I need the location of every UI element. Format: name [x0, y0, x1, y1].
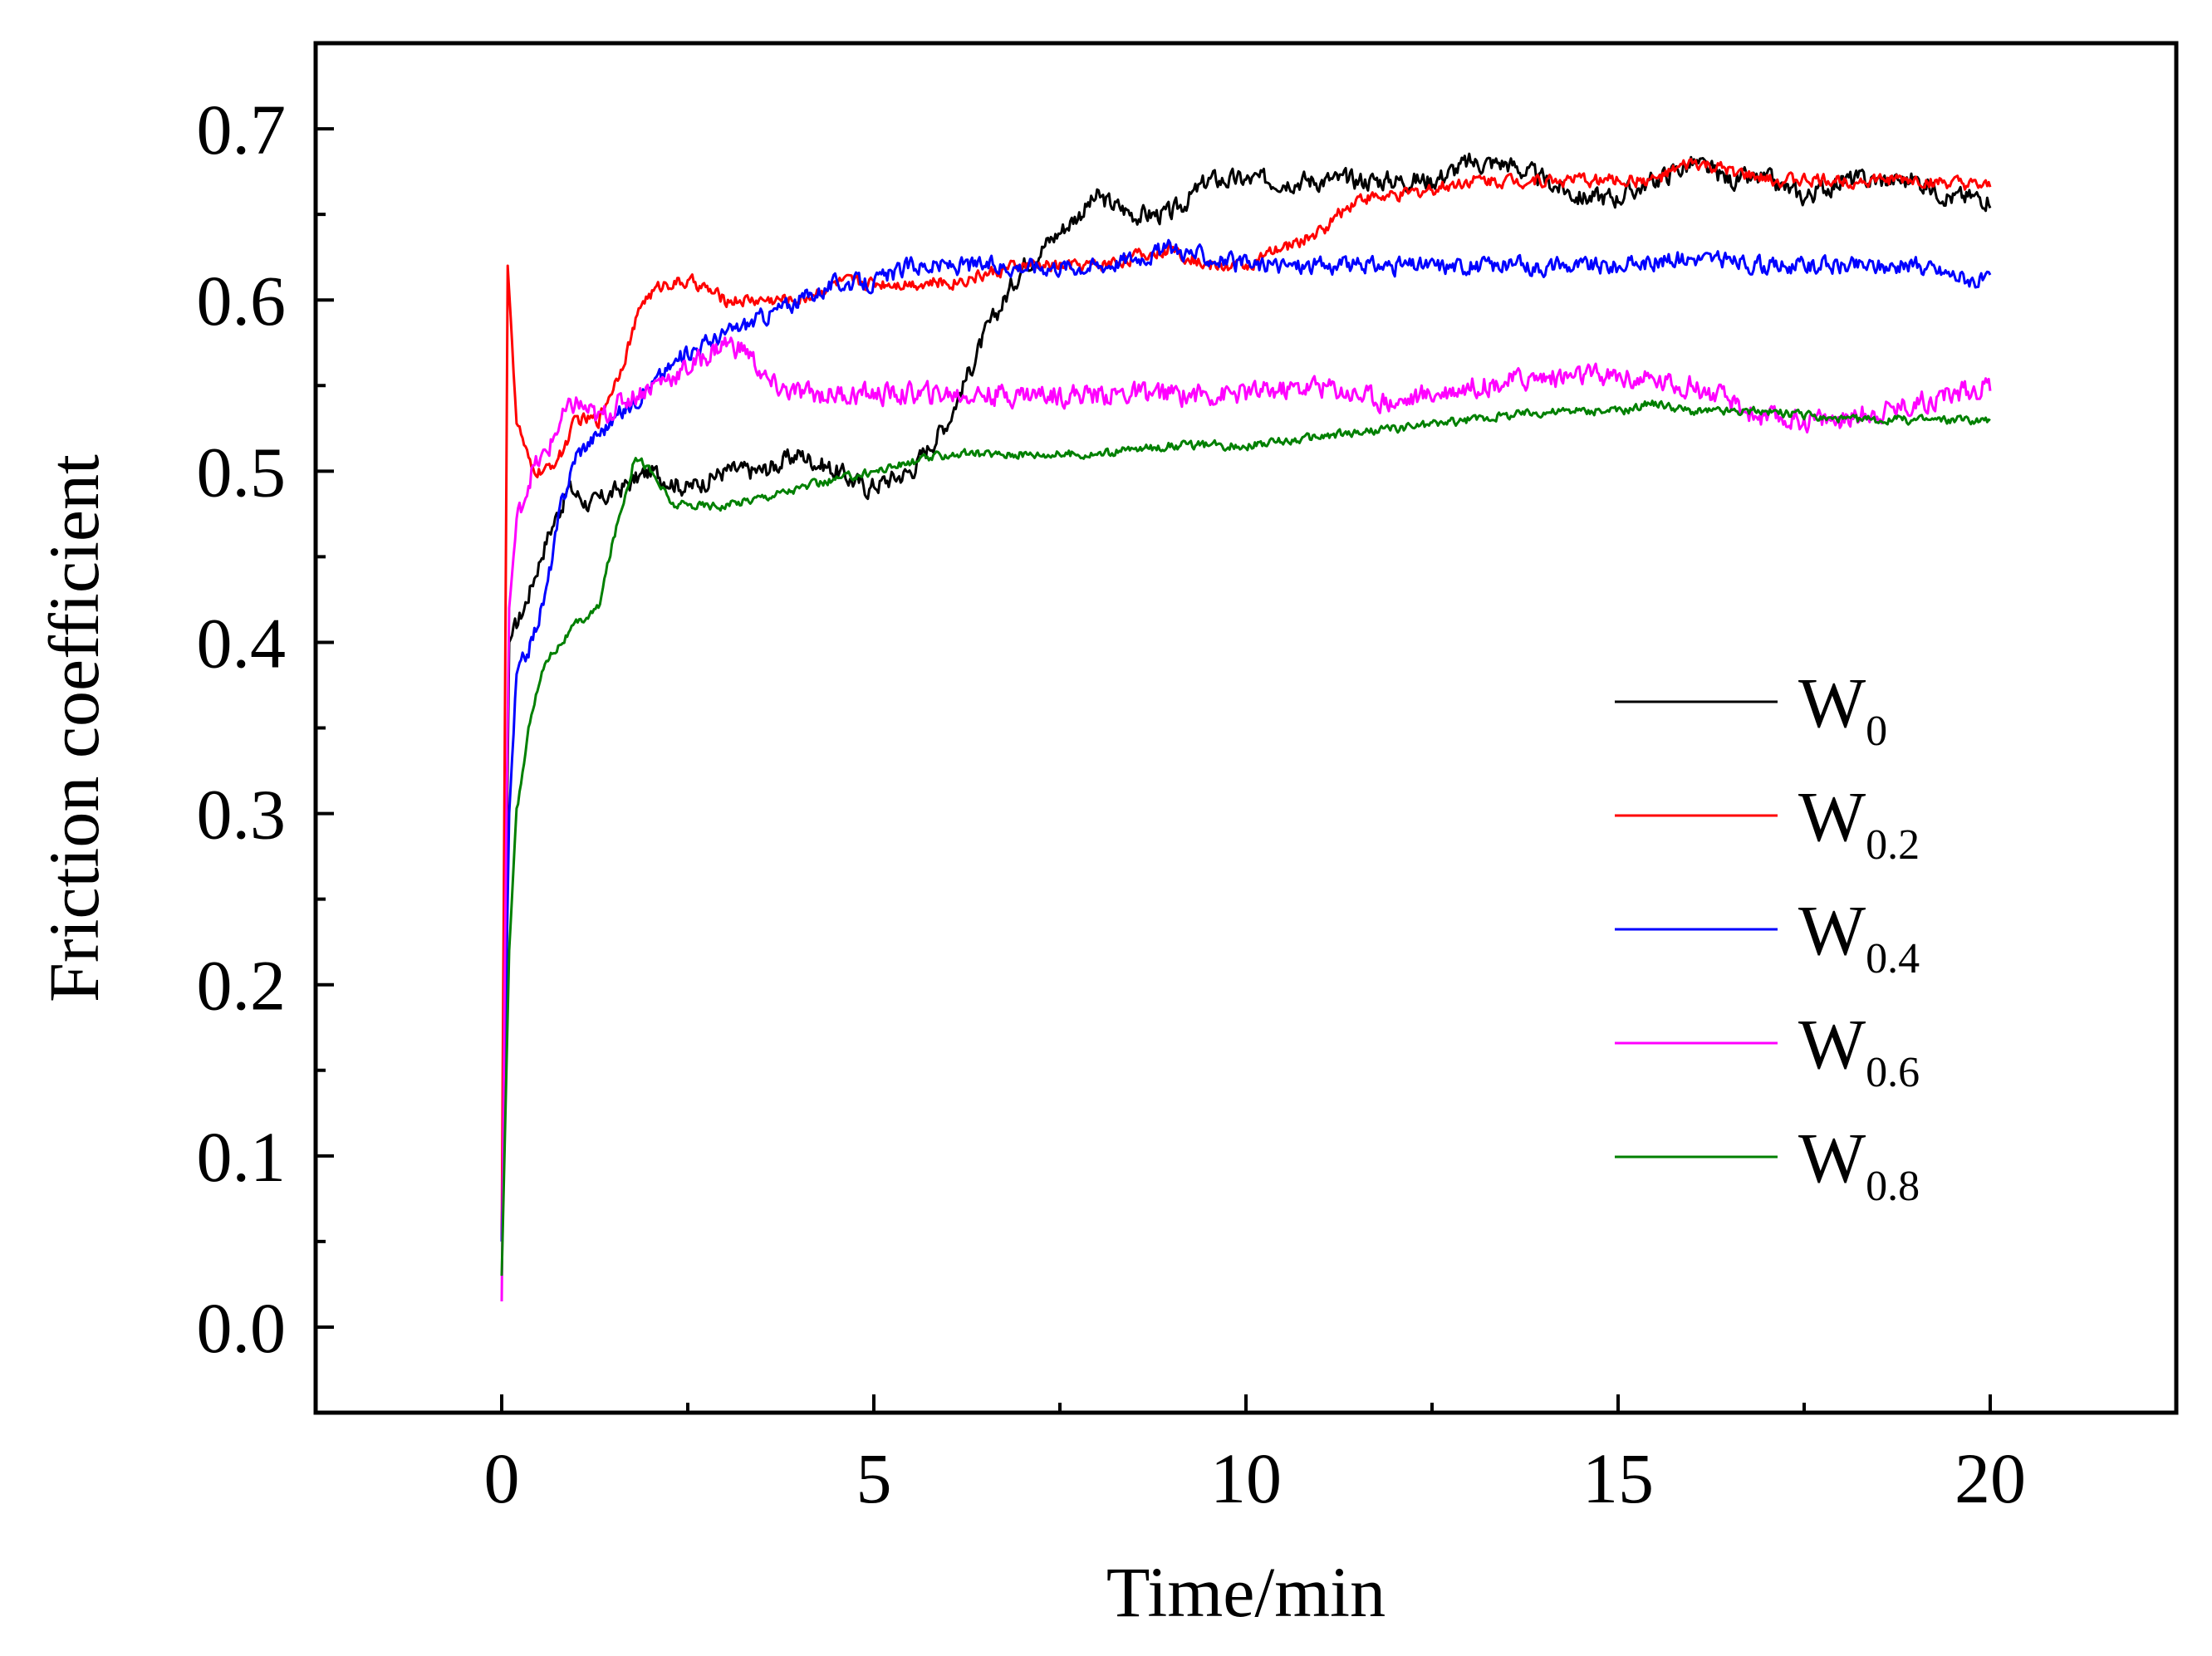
legend-label: W0.6	[1798, 1004, 1920, 1096]
x-axis-label: Time/min	[1106, 1552, 1386, 1632]
x-tick-label: 20	[1955, 1438, 2026, 1518]
series-line-W0-2	[500, 158, 1992, 1242]
axis-ticks	[316, 127, 1992, 1413]
x-tick-label: 15	[1582, 1438, 1654, 1518]
legend-label: W0	[1798, 663, 1887, 755]
y-tick-label: 0.3	[197, 775, 287, 855]
plot-lines	[500, 152, 1992, 1302]
series-line-W0-4	[500, 238, 1992, 1242]
legend-label: W0.8	[1798, 1118, 1920, 1210]
y-tick-label: 0.6	[197, 261, 287, 341]
legend-label-sub: 0.2	[1866, 821, 1920, 869]
x-tick-label: 5	[856, 1438, 892, 1518]
legend-label-sub: 0	[1866, 708, 1887, 755]
series-line-W0-8	[500, 399, 1991, 1276]
legend-label-main: W	[1798, 663, 1866, 742]
legend-label-sub: 0.4	[1866, 935, 1920, 982]
legend-label-main: W	[1798, 1004, 1866, 1084]
legend-label: W0.4	[1798, 890, 1920, 982]
legend-label-main: W	[1798, 1118, 1866, 1198]
y-tick-label: 0.5	[197, 432, 287, 512]
y-tick-label: 0.7	[197, 90, 287, 169]
y-axis-label: Friction coefficient	[34, 454, 114, 1002]
legend-label-main: W	[1798, 890, 1866, 970]
x-tick-label: 10	[1210, 1438, 1282, 1518]
legend-label-main: W	[1798, 777, 1866, 856]
legend-label: W0.2	[1798, 777, 1920, 869]
y-tick-label: 0.1	[197, 1117, 287, 1197]
y-tick-label: 0.4	[197, 603, 287, 683]
axis-tick-labels: 0 5 10 15 20 0.0 0.1 0.2 0.3 0.4 0.5 0.6 0.7	[197, 90, 2027, 1518]
x-tick-label: 0	[484, 1438, 520, 1518]
y-tick-label: 0.2	[197, 946, 287, 1026]
legend-label-sub: 0.8	[1866, 1163, 1920, 1210]
legend-label-sub: 0.6	[1866, 1049, 1920, 1096]
y-tick-label: 0.0	[197, 1288, 287, 1368]
